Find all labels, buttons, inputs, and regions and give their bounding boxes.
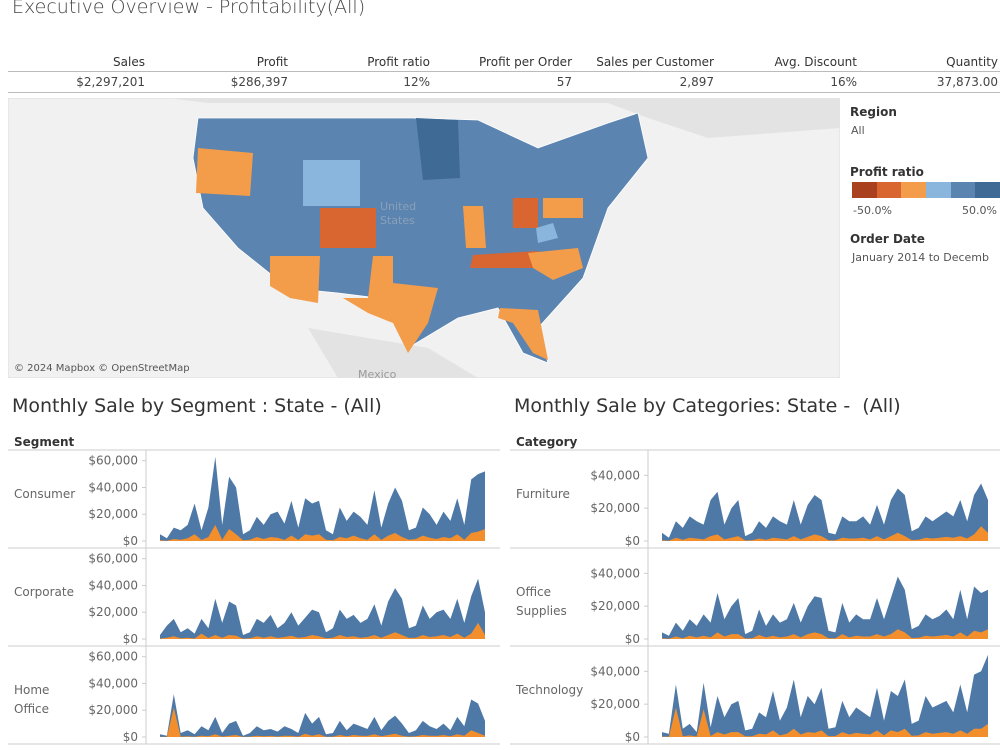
area — [662, 526, 988, 541]
state — [320, 208, 376, 248]
y-tick-label: $0 — [123, 632, 138, 646]
y-tick-label: $40,000 — [88, 480, 138, 494]
land — [168, 98, 840, 138]
state — [196, 148, 253, 196]
state — [303, 160, 360, 206]
legend-min: -50.0% — [853, 204, 892, 217]
dashboard-title: Executive Overview - Profitability(All) — [12, 0, 366, 18]
state — [513, 198, 538, 228]
map-attribution: © 2024 Mapbox © OpenStreetMap — [14, 363, 190, 374]
state — [536, 223, 558, 243]
state — [463, 206, 486, 248]
kpi-label: Quantity — [946, 55, 998, 69]
kpi-label: Sales per Customer — [596, 55, 714, 69]
kpi-value: 16% — [830, 75, 857, 89]
state — [270, 256, 320, 303]
y-tick-label: $40,000 — [88, 578, 138, 592]
kpi-label: Sales — [113, 55, 145, 69]
state — [543, 198, 583, 218]
y-tick-label: $20,000 — [88, 703, 138, 717]
kpi-label: Profit ratio — [367, 55, 430, 69]
color-ramp — [852, 182, 1000, 198]
area — [160, 622, 485, 639]
panel-label: Consumer — [14, 487, 76, 501]
state — [416, 118, 460, 180]
divider — [8, 71, 1000, 72]
facet-header: Segment — [14, 435, 75, 449]
section-title: Monthly Sale by Segment : State - (All) — [12, 395, 382, 417]
state — [498, 308, 548, 360]
kpi-label: Profit per Order — [479, 55, 572, 69]
section-title: Monthly Sale by Categories: State - (All… — [514, 395, 901, 417]
panel-label: Home Office — [14, 683, 50, 716]
legend-max: 50.0% — [962, 204, 997, 217]
y-tick-label: $20,000 — [590, 599, 640, 613]
facet-header: Category — [516, 435, 578, 449]
y-tick-label: $60,000 — [88, 650, 138, 664]
y-tick-label: $60,000 — [88, 552, 138, 566]
kpi-value: 57 — [556, 75, 572, 89]
state — [528, 248, 583, 280]
y-tick-label: $40,000 — [88, 676, 138, 690]
area — [662, 629, 988, 639]
y-tick-label: $0 — [625, 632, 640, 646]
y-tick-label: $40,000 — [590, 566, 640, 580]
kpi-value: $2,297,201 — [76, 75, 145, 89]
kpi-value: 12% — [403, 75, 430, 89]
y-tick-label: $0 — [625, 730, 640, 744]
panel-label: Office Supplies — [516, 585, 567, 618]
land — [308, 328, 478, 378]
y-tick-label: $20,000 — [590, 697, 640, 711]
y-tick-label: $20,000 — [88, 605, 138, 619]
kpi-label: Avg. Discount — [774, 55, 857, 69]
area — [160, 578, 485, 639]
map-label: Mexico — [358, 368, 397, 378]
area — [662, 707, 988, 737]
y-tick-label: $20,000 — [88, 507, 138, 521]
area — [662, 483, 988, 541]
y-tick-label: $40,000 — [590, 468, 640, 482]
legend-value: January 2014 to Decemb — [852, 251, 989, 264]
y-tick-label: $0 — [123, 730, 138, 744]
legend-value: All — [851, 124, 865, 137]
legend-title: Region — [850, 105, 897, 119]
y-tick-label: $20,000 — [590, 501, 640, 515]
map: United States Mexico © 2024 Mapbox © Ope… — [8, 98, 840, 378]
kpi-value: 2,897 — [679, 75, 714, 89]
area — [662, 654, 988, 737]
y-tick-label: $0 — [123, 534, 138, 548]
map-label: States — [380, 214, 415, 227]
y-tick-label: $40,000 — [590, 664, 640, 678]
legend-title: Order Date — [850, 232, 925, 246]
panel-label: Corporate — [14, 585, 74, 599]
area — [160, 524, 485, 541]
area — [160, 694, 485, 737]
y-tick-label: $60,000 — [88, 454, 138, 468]
kpi-value: $286,397 — [230, 75, 288, 89]
panel-label: Furniture — [516, 487, 570, 501]
kpi-label: Profit — [256, 55, 288, 69]
state — [343, 256, 438, 353]
divider — [8, 92, 1000, 93]
area — [160, 456, 485, 541]
y-tick-label: $0 — [625, 534, 640, 548]
state — [470, 251, 538, 268]
kpi-value: 37,873.00 — [936, 75, 998, 89]
legend-title: Profit ratio — [850, 165, 924, 179]
panel-label: Technology — [516, 683, 584, 697]
area — [662, 576, 988, 639]
map-label: United — [380, 200, 416, 213]
